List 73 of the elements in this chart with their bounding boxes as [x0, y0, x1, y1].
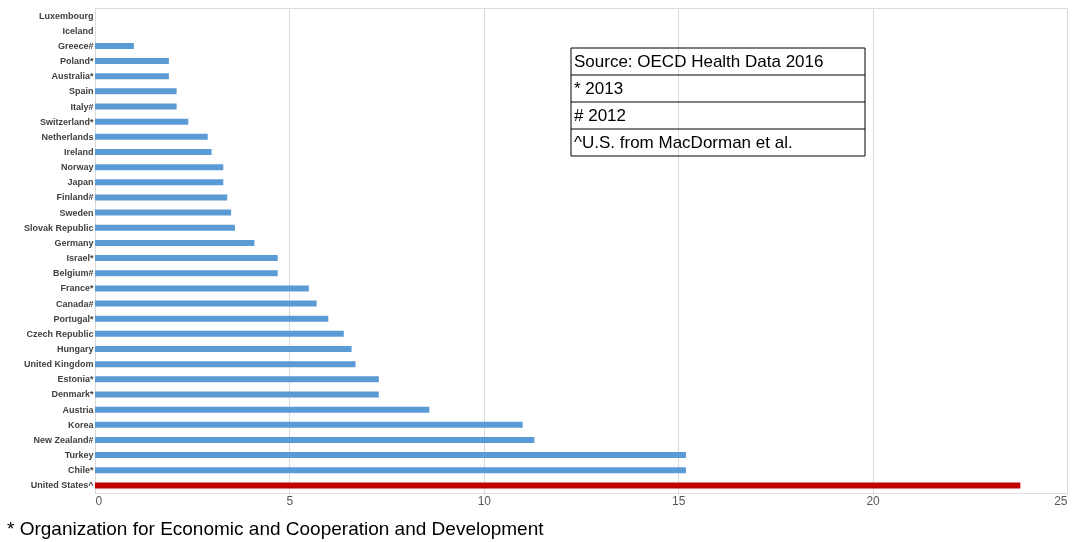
y-tick-label: Greece#	[57, 40, 94, 51]
y-tick-label: Turkey	[64, 450, 94, 461]
y-tick-label: Canada#	[55, 298, 94, 309]
bar	[95, 88, 177, 95]
bar	[95, 194, 228, 201]
bar	[95, 148, 212, 155]
annotation: * 2013	[574, 78, 624, 98]
y-tick-label: Luxembourg	[38, 10, 94, 21]
bar	[95, 133, 208, 140]
y-tick-label: United States^	[30, 480, 95, 491]
y-tick-label: Czech Republic	[26, 328, 94, 339]
y-tick-label: Finland#	[56, 192, 94, 203]
y-tick-label: Switzerland*	[39, 116, 94, 127]
y-tick-label: Iceland	[62, 25, 94, 36]
y-tick-label: Spain	[68, 86, 94, 97]
x-tick-label: 15	[672, 493, 686, 508]
annotation: ^U.S. from MacDorman et al.	[574, 132, 793, 152]
bar	[95, 270, 278, 277]
y-tick-label: Norway	[60, 162, 94, 173]
y-tick-label: Sweden	[59, 207, 94, 218]
y-tick-label: Portugal*	[53, 313, 94, 324]
bar	[95, 406, 430, 413]
y-tick-label: Netherlands	[41, 131, 94, 142]
y-tick-label: Israel*	[66, 253, 94, 264]
bar	[95, 239, 255, 246]
x-tick-label: 10	[477, 493, 492, 508]
bar	[95, 436, 535, 443]
y-tick-label: Italy#	[70, 101, 94, 112]
bar	[95, 164, 224, 171]
bar	[95, 376, 379, 383]
bar	[95, 300, 317, 307]
y-tick-label: Ireland	[63, 146, 94, 157]
x-tick-label: 25	[1054, 493, 1068, 508]
y-tick-label: Estonia*	[57, 374, 94, 385]
bar	[95, 209, 232, 216]
y-tick-label: Korea	[67, 419, 95, 430]
bar	[95, 315, 329, 322]
bar	[95, 482, 1021, 489]
bar	[95, 421, 523, 428]
bar	[95, 58, 169, 65]
y-tick-label: New Zealand#	[33, 434, 94, 445]
bar	[95, 285, 309, 292]
y-tick-label: Hungary	[56, 344, 94, 355]
y-tick-label: Chile*	[67, 465, 94, 476]
y-tick-label: Germany	[54, 237, 94, 248]
bar	[95, 346, 352, 353]
bar	[95, 42, 134, 49]
y-tick-label: Japan	[67, 177, 94, 188]
y-tick-label: United Kingdom	[24, 359, 94, 370]
text: * Organization for Economic and Cooperation and Development	[7, 518, 545, 539]
bar	[95, 467, 686, 474]
x-tick-label: 0	[95, 493, 103, 508]
y-tick-label: Austria	[62, 404, 95, 415]
y-tick-label: Slovak Republic	[23, 222, 94, 233]
y-tick-label: Belgium#	[52, 268, 94, 279]
bar	[95, 118, 189, 125]
y-tick-label: Australia*	[51, 71, 94, 82]
bar	[95, 361, 356, 368]
bar	[95, 391, 379, 398]
y-tick-label: Poland*	[59, 56, 94, 67]
annotation: # 2012	[574, 105, 626, 125]
bar	[95, 73, 169, 80]
x-tick-label: 5	[286, 493, 294, 508]
bar	[95, 224, 235, 231]
bar	[95, 179, 224, 186]
bar	[95, 330, 344, 337]
annotation: Source: OECD Health Data 2016	[574, 51, 824, 71]
bar	[95, 452, 686, 459]
bar	[95, 255, 278, 262]
bar	[95, 103, 177, 110]
x-tick-label: 20	[866, 493, 881, 508]
y-tick-label: Denmark*	[51, 389, 94, 400]
y-tick-label: France*	[60, 283, 94, 294]
